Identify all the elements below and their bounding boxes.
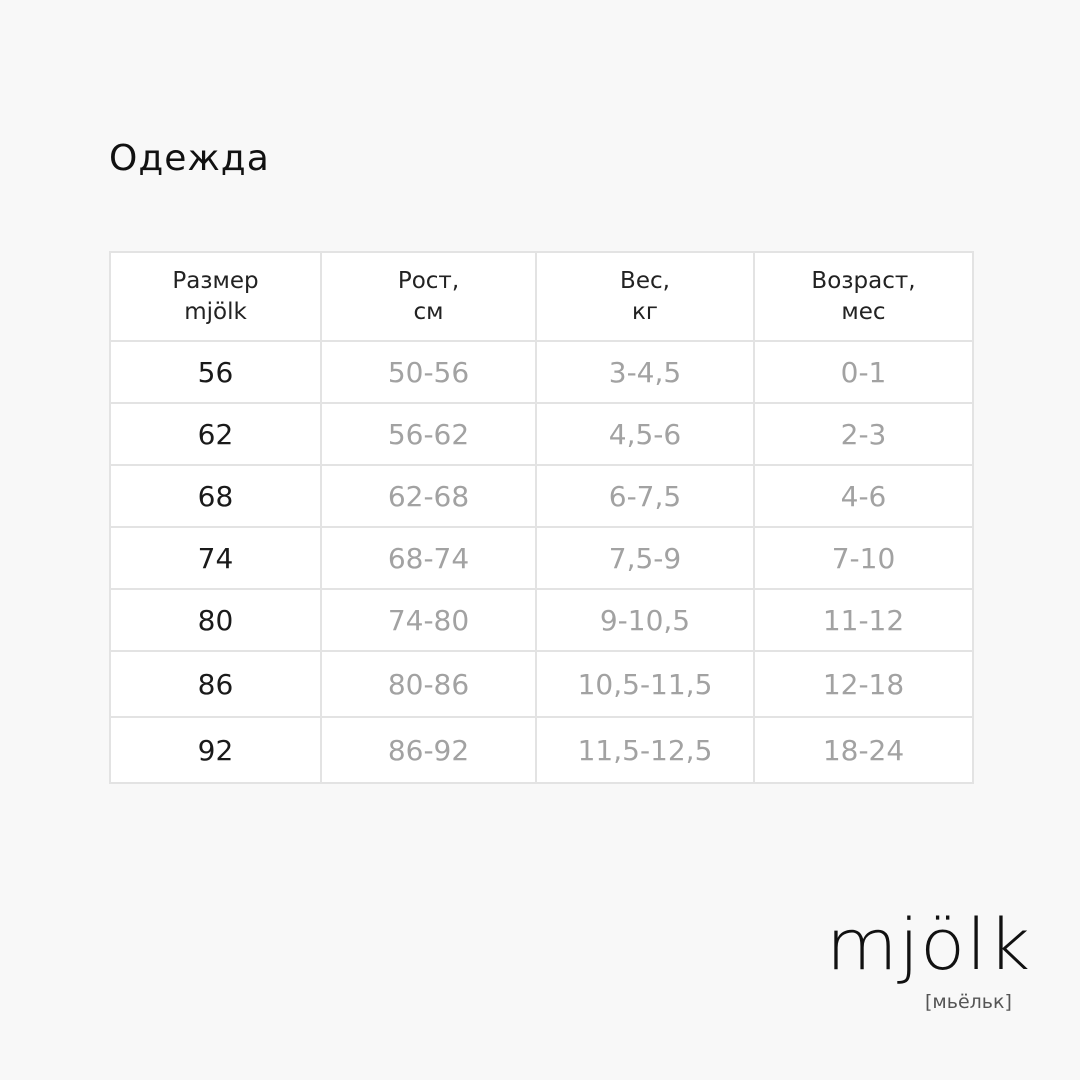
cell-height: 86-92 xyxy=(320,716,537,784)
table-row: 74 68-74 7,5-9 7-10 xyxy=(109,526,974,590)
cell-height: 50-56 xyxy=(320,340,537,404)
cell-weight: 11,5-12,5 xyxy=(535,716,755,784)
cell-weight: 10,5-11,5 xyxy=(535,650,755,718)
cell-size: 56 xyxy=(109,340,322,404)
header-line: mjölk xyxy=(184,298,247,325)
cell-height: 56-62 xyxy=(320,402,537,466)
cell-size: 86 xyxy=(109,650,322,718)
cell-height: 74-80 xyxy=(320,588,537,652)
cell-age: 12-18 xyxy=(753,650,974,718)
table-row: 92 86-92 11,5-12,5 18-24 xyxy=(109,716,974,784)
cell-age: 0-1 xyxy=(753,340,974,404)
table-row: 68 62-68 6-7,5 4-6 xyxy=(109,464,974,528)
cell-age: 4-6 xyxy=(753,464,974,528)
header-line: кг xyxy=(632,298,658,325)
cell-size: 62 xyxy=(109,402,322,466)
cell-weight: 9-10,5 xyxy=(535,588,755,652)
cell-height: 68-74 xyxy=(320,526,537,590)
cell-size: 92 xyxy=(109,716,322,784)
header-line: Вес, xyxy=(620,267,670,294)
logo-wordmark: mjölk xyxy=(826,904,1032,986)
brand-logo: mjölk [мьёльк] xyxy=(826,905,1030,1013)
header-line: Возраст, xyxy=(811,267,916,294)
page-title: Одежда xyxy=(109,138,270,179)
table-row: 80 74-80 9-10,5 11-12 xyxy=(109,588,974,652)
cell-age: 7-10 xyxy=(753,526,974,590)
cell-size: 74 xyxy=(109,526,322,590)
cell-height: 62-68 xyxy=(320,464,537,528)
cell-age: 11-12 xyxy=(753,588,974,652)
table-row: 86 80-86 10,5-11,5 12-18 xyxy=(109,650,974,718)
cell-age: 2-3 xyxy=(753,402,974,466)
header-line: мес xyxy=(841,298,886,325)
header-weight: Вес, кг xyxy=(535,251,755,342)
header-height: Рост, см xyxy=(320,251,537,342)
header-line: Размер xyxy=(172,267,259,294)
table-row: 62 56-62 4,5-6 2-3 xyxy=(109,402,974,466)
size-chart-table: Размер mjölk Рост, см Вес, кг Возраст, мес 5… xyxy=(109,251,974,784)
logo-transliteration: [мьёльк] xyxy=(925,991,1012,1013)
header-line: Рост, xyxy=(397,267,460,294)
cell-age: 18-24 xyxy=(753,716,974,784)
cell-size: 80 xyxy=(109,588,322,652)
cell-weight: 6-7,5 xyxy=(535,464,755,528)
table-row: 56 50-56 3-4,5 0-1 xyxy=(109,340,974,404)
cell-weight: 7,5-9 xyxy=(535,526,755,590)
table-header-row: Размер mjölk Рост, см Вес, кг Возраст, мес xyxy=(109,251,974,342)
cell-height: 80-86 xyxy=(320,650,537,718)
cell-weight: 3-4,5 xyxy=(535,340,755,404)
header-line: см xyxy=(413,298,444,325)
header-size: Размер mjölk xyxy=(109,251,322,342)
cell-weight: 4,5-6 xyxy=(535,402,755,466)
cell-size: 68 xyxy=(109,464,322,528)
header-age: Возраст, мес xyxy=(753,251,974,342)
